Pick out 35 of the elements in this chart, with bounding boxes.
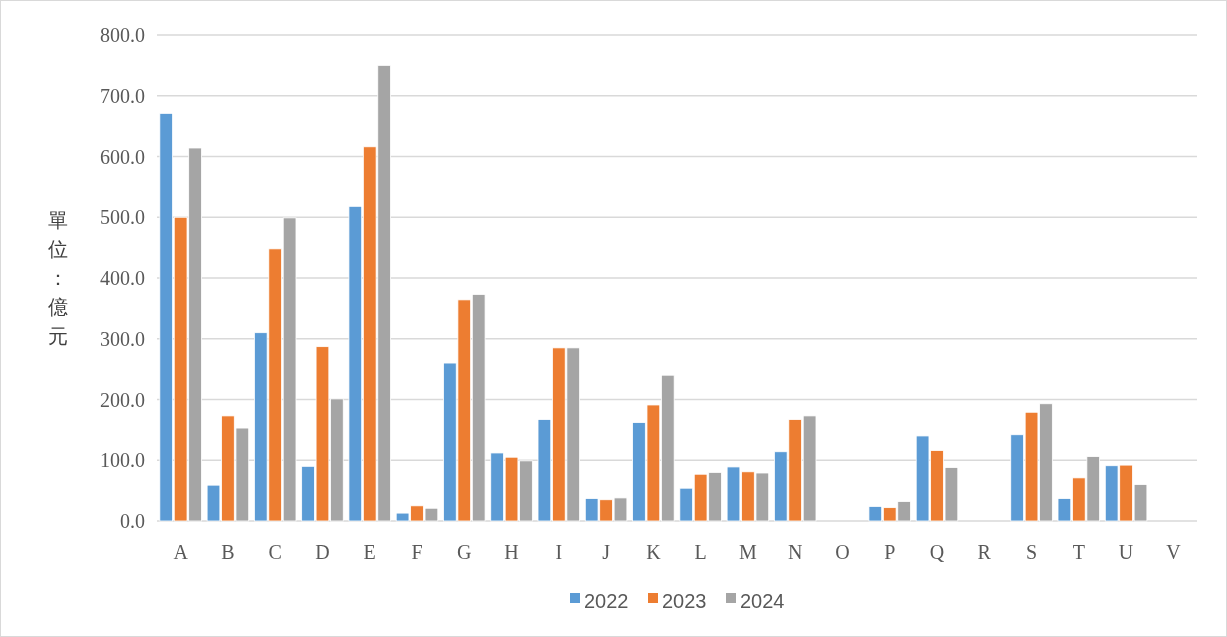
x-tick-label: O <box>835 541 850 563</box>
y-tick-label: 200.0 <box>100 388 145 411</box>
x-tick-label: T <box>1072 541 1085 563</box>
x-tick-label: K <box>646 541 662 563</box>
y-tick-label: 400.0 <box>100 267 145 289</box>
x-tick-label: F <box>411 541 423 563</box>
y-tick-label: 500.0 <box>100 206 145 229</box>
x-tick-label: A <box>173 541 189 563</box>
y-tick-label: 100.0 <box>100 449 145 472</box>
x-tick-label: N <box>787 541 803 563</box>
x-tick-label: V <box>1166 541 1182 563</box>
x-tick-label: L <box>694 541 707 563</box>
y-tick-label: 800.0 <box>100 24 145 46</box>
y-axis-title: 單位：億元 <box>48 209 68 347</box>
y-tick-label: 700.0 <box>100 84 145 107</box>
x-tick-label: P <box>884 541 896 563</box>
x-tick-label: S <box>1025 541 1038 563</box>
x-tick-label: I <box>555 541 563 563</box>
legend-label: 2024 <box>740 590 785 612</box>
x-tick-label: H <box>504 541 519 563</box>
legend-label: 2022 <box>584 590 629 612</box>
x-tick-label: R <box>977 541 992 563</box>
x-tick-label: Q <box>929 541 945 563</box>
y-tick-label: 600.0 <box>100 145 145 168</box>
x-tick-label: J <box>602 541 611 563</box>
x-tick-label: U <box>1118 541 1134 563</box>
x-tick-label: D <box>315 541 330 563</box>
x-tick-label: B <box>221 541 235 563</box>
x-tick-label: G <box>457 541 472 563</box>
x-tick-label: E <box>363 541 376 563</box>
x-tick-label: C <box>268 541 282 563</box>
y-tick-label: 300.0 <box>100 327 145 350</box>
x-tick-label: M <box>739 541 758 563</box>
y-tick-label: 0.0 <box>120 510 145 532</box>
legend-label: 2023 <box>662 590 707 612</box>
